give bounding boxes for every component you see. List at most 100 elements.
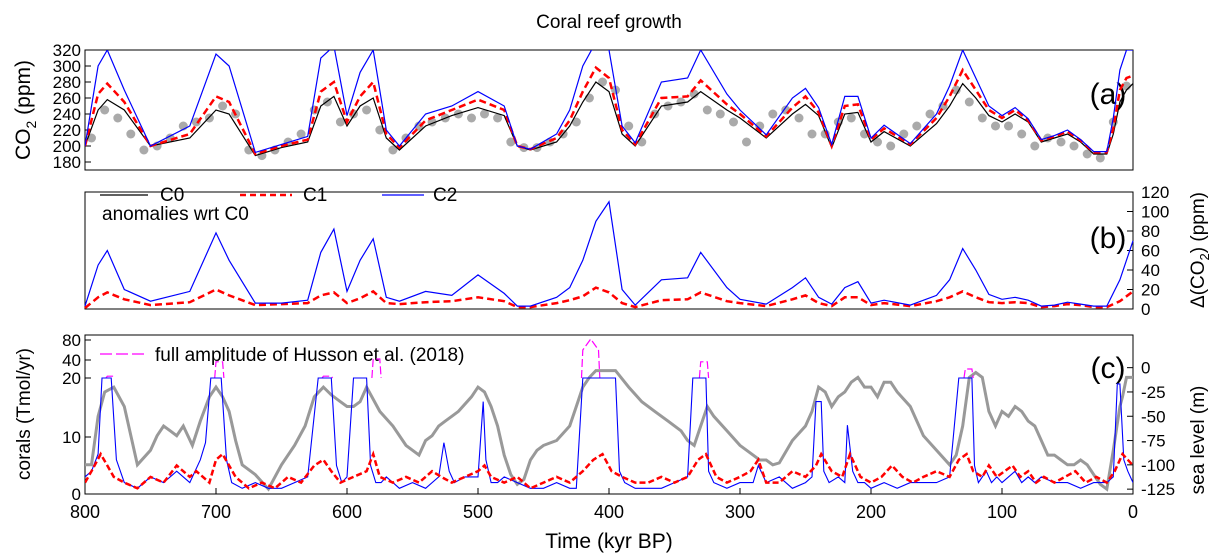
- observation-point: [925, 109, 935, 119]
- panel-c-series-c1: [85, 450, 1133, 490]
- panel-c-y2label: sea level (m): [1188, 386, 1209, 495]
- x-tick-label: 300: [725, 502, 755, 522]
- observation-point: [100, 105, 110, 115]
- panel-b-ylabel-b: ) (ppm): [1188, 192, 1209, 253]
- observation-point: [584, 93, 594, 103]
- panel-c-y2-axis: 0 -25 -50 -75 -100 -125: [1127, 359, 1175, 499]
- x-tick-label: 500: [463, 502, 493, 522]
- observation-point: [912, 121, 922, 131]
- panel-a-ytick-label: 300: [53, 57, 81, 76]
- panel-a-ytick-label: 200: [53, 137, 81, 156]
- panel-b-ytick-label: 20: [1141, 281, 1160, 300]
- observation-point: [296, 129, 306, 139]
- husson-legend-label: full amplitude of Husson et al. (2018): [155, 345, 464, 366]
- panel-b-label: (b): [1090, 222, 1127, 255]
- observation-point: [1082, 149, 1092, 159]
- legend-c1-label: C1: [303, 185, 327, 206]
- panel-c-ytick-label: 80: [62, 331, 81, 350]
- panel-a-ytick-label: 260: [53, 89, 81, 108]
- x-tick-label: 700: [201, 502, 231, 522]
- panel-b-ytick-label: 40: [1141, 261, 1160, 280]
- chart-title: Coral reef growth: [536, 12, 682, 33]
- panel-a-ytick-label: 240: [53, 105, 81, 124]
- observation-point: [624, 121, 634, 131]
- panel-a-ytick-label: 320: [53, 41, 81, 60]
- panel-c-ytick-label: 0: [72, 485, 81, 504]
- observation-point: [362, 105, 372, 115]
- observation-point: [598, 77, 607, 87]
- observation-point: [807, 129, 817, 139]
- observation-point: [676, 97, 686, 107]
- panel-a-ytick-label: 220: [53, 121, 81, 140]
- observation-point: [1030, 141, 1040, 151]
- panel-b-series-c2: [84, 200, 1134, 307]
- panel-a-ylabel: CO2 (ppm): [12, 60, 39, 160]
- observation-point: [113, 113, 123, 123]
- panel-b-ytick-label: 80: [1141, 222, 1160, 241]
- husson-peak: [580, 337, 601, 379]
- x-tick-label: 200: [856, 502, 886, 522]
- observation-point: [335, 117, 345, 127]
- panel-a-ylabel-sub: 2: [23, 120, 39, 128]
- panel-c-ytick-label: 40: [62, 351, 81, 370]
- husson-peak: [371, 358, 382, 379]
- observation-point: [991, 121, 1000, 131]
- panel-b-ylabel-a: Δ(CO: [1188, 260, 1209, 308]
- husson-peak: [963, 368, 974, 379]
- husson-peak: [321, 375, 334, 379]
- observation-point: [768, 109, 778, 119]
- panel-c-ylabel: corals (Tmol/yr): [14, 348, 35, 480]
- observation-point: [964, 97, 974, 107]
- observation-point: [663, 101, 673, 111]
- observation-point: [702, 105, 712, 115]
- observation-point: [742, 137, 751, 147]
- observation-point: [794, 113, 804, 123]
- husson-peak: [105, 375, 116, 379]
- panel-b-annotation: anomalies wrt C0: [102, 204, 249, 225]
- panel-a-series-c0: [85, 81, 1133, 157]
- observation-point: [218, 101, 228, 111]
- panel-b-ylabel: Δ(CO2) (ppm): [1188, 192, 1212, 308]
- x-axis: 800 700 600 500 400 300 200 100 0: [70, 488, 1138, 522]
- panel-c-y2tick-label: -75: [1141, 432, 1166, 451]
- observation-point: [715, 109, 725, 119]
- observation-point: [899, 129, 909, 139]
- panel-b-series-c1: [84, 286, 1134, 309]
- panel-b-ytick-label: 60: [1141, 242, 1160, 261]
- observation-point: [886, 141, 896, 151]
- panel-c-label: (c): [1091, 352, 1126, 385]
- observation-point: [506, 137, 516, 147]
- legend-c2-label: C2: [433, 185, 457, 206]
- observation-point: [1017, 129, 1027, 139]
- husson-peak: [698, 361, 710, 379]
- legend-c0-label: C0: [160, 185, 184, 206]
- panel-b-ytick-label: 0: [1141, 300, 1150, 319]
- panel-a-series: [85, 50, 1133, 157]
- panel-a-ytick-label: 280: [53, 73, 81, 92]
- panel-a-observations: [87, 77, 1131, 163]
- observation-point: [1004, 121, 1013, 131]
- panel-c-y2tick-label: -25: [1141, 383, 1166, 402]
- panel-a-ylabel-co: CO: [12, 128, 35, 160]
- x-tick-label: 100: [987, 502, 1017, 522]
- panel-c-ytick-label: 10: [62, 428, 81, 447]
- observation-point: [951, 85, 961, 95]
- x-axis-label: Time (kyr BP): [545, 530, 673, 553]
- observation-point: [493, 113, 503, 123]
- observation-point: [388, 145, 398, 155]
- observation-point: [1095, 153, 1105, 163]
- legend: C0 C1 C2: [100, 185, 457, 206]
- observation-point: [126, 129, 136, 139]
- panel-b-series: [84, 200, 1134, 309]
- observation-point: [571, 117, 581, 127]
- x-tick-label: 400: [594, 502, 624, 522]
- husson-legend: full amplitude of Husson et al. (2018): [100, 345, 464, 366]
- observation-point: [467, 113, 476, 123]
- observation-point: [1056, 137, 1066, 147]
- panel-c-y2tick-label: -50: [1141, 407, 1166, 426]
